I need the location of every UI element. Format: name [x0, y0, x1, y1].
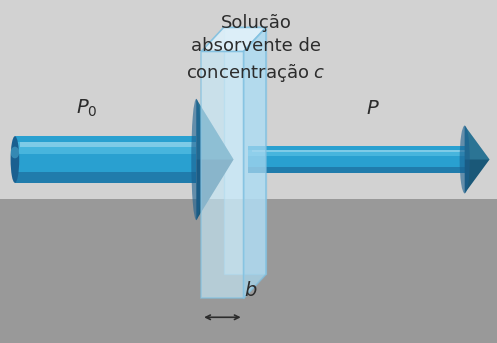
Bar [248, 150, 465, 156]
Polygon shape [196, 99, 234, 220]
Polygon shape [465, 126, 490, 193]
Bar [15, 172, 196, 183]
Text: $P$: $P$ [366, 98, 380, 118]
Polygon shape [244, 27, 266, 298]
Bar [0, 199, 497, 343]
Bar [15, 136, 196, 183]
Ellipse shape [191, 99, 201, 220]
Bar [252, 150, 465, 152]
Polygon shape [224, 27, 266, 274]
Ellipse shape [10, 136, 19, 183]
Polygon shape [196, 99, 234, 159]
Bar [0, 0, 497, 199]
Ellipse shape [460, 126, 470, 193]
Polygon shape [465, 126, 490, 159]
Text: $b$: $b$ [244, 281, 258, 300]
Polygon shape [201, 27, 266, 51]
Bar [15, 142, 196, 154]
Bar [248, 167, 465, 173]
Ellipse shape [10, 147, 19, 158]
Polygon shape [201, 51, 244, 298]
Bar [20, 142, 196, 147]
Bar [248, 146, 465, 173]
Text: $P_0$: $P_0$ [76, 97, 98, 119]
Text: Solução
absorvente de
concentração $c$: Solução absorvente de concentração $c$ [186, 14, 326, 84]
